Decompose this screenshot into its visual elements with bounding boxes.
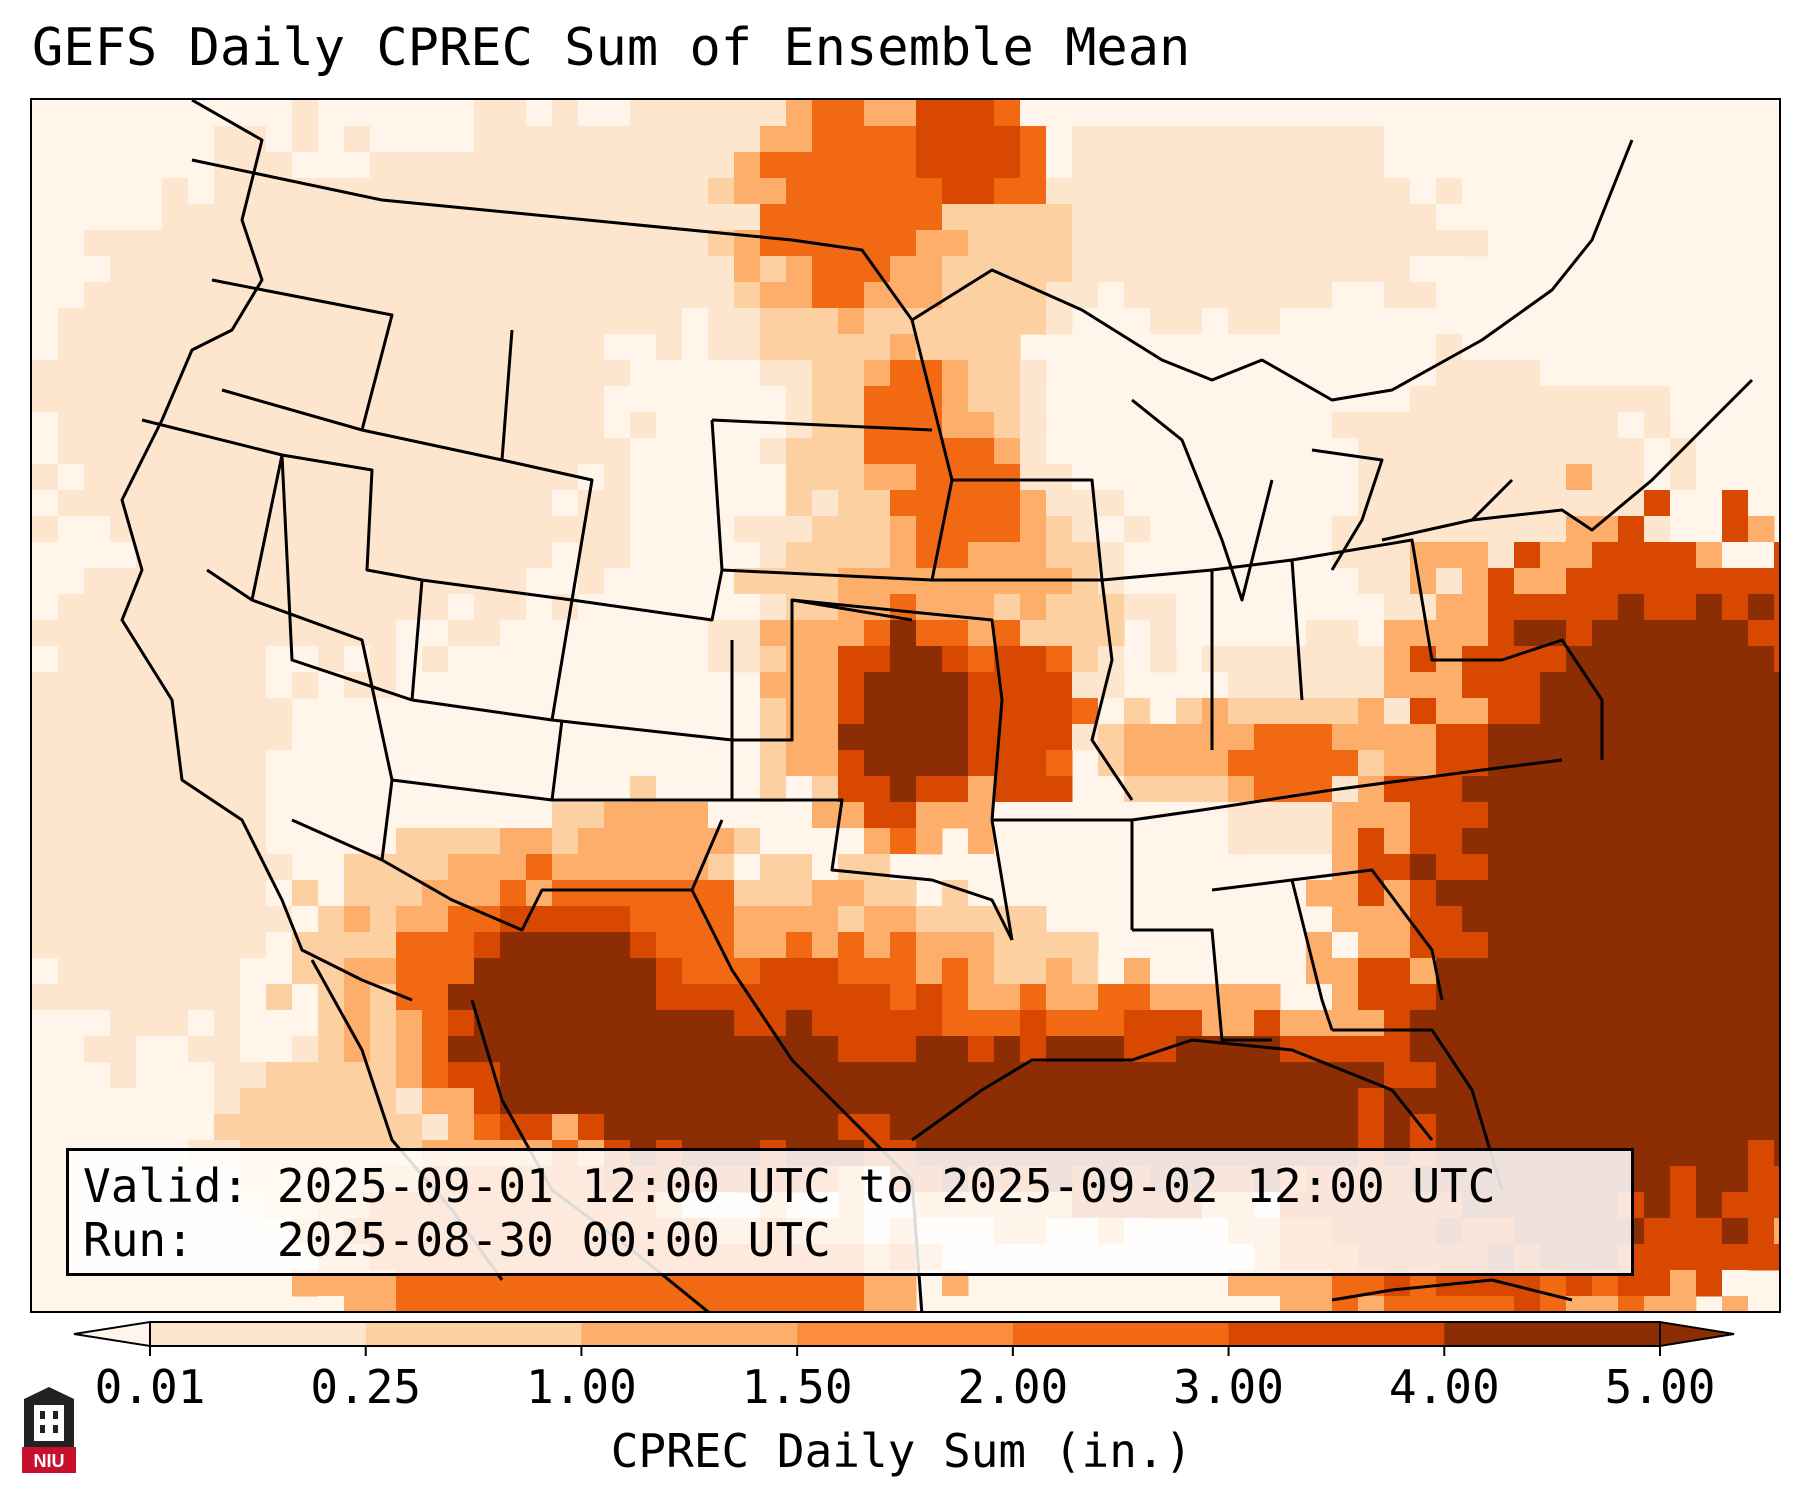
logo-text: NIU [34,1451,65,1471]
colorbar-segment [1444,1322,1661,1346]
border-line [911,1038,1434,1142]
run-value: 2025-08-30 00:00 UTC [276,1213,831,1267]
border-line [711,418,933,432]
colorbar-segment [150,1322,367,1346]
colorbar-tick-label: 2.00 [957,1360,1069,1414]
border-line [1471,378,1754,532]
border-line [120,100,413,1002]
colorbar-extend-left [73,1320,151,1348]
border-line [421,578,573,602]
colorbar-segment [581,1322,798,1346]
colorbar-segment [365,1322,582,1346]
colorbar-tick-label: 0.25 [310,1360,422,1414]
colorbar-tick-label: 1.00 [526,1360,637,1414]
border-line [732,598,913,742]
colorbar-segment [797,1322,1014,1346]
border-line [952,478,1104,581]
border-line [1132,928,1272,1042]
info-box: Valid: 2025-09-01 12:00 UTC to 2025-09-0… [66,1148,1634,1276]
border-line [1211,878,1334,1031]
run-label: Run: [83,1213,194,1267]
colorbar-tick-label: 5.00 [1604,1360,1716,1414]
border-line [501,419,724,622]
border-line [1291,868,1444,1001]
border-line [191,139,1634,402]
border-line [721,319,954,582]
valid-label: Valid: [83,1159,250,1213]
border-line [1501,638,1604,760]
border-line [551,718,733,742]
precip-shading [32,100,1779,1311]
border-line [381,819,724,932]
colorbar-labels: 0.01 0.25 1.00 1.50 2.00 3.00 4.00 5.00 [0,1360,1803,1420]
border-line [211,278,394,432]
colorbar-segment [1012,1322,1230,1346]
colorbar [73,1320,1735,1356]
colorbar-tick-label: 0.01 [94,1360,206,1414]
state-borders [120,100,1754,1311]
border-line [1332,1028,1504,1191]
border-line [932,578,1134,801]
map-canvas [32,100,1779,1311]
colorbar-segment [1228,1322,1445,1346]
niu-logo: NIU [22,1387,76,1473]
colorbar-tick-label: 1.50 [741,1360,853,1414]
border-line [1131,758,1563,822]
valid-value: 2025-09-01 12:00 UTC to 2025-09-02 12:00… [276,1159,1496,1213]
colorbar-outline [149,1321,1661,1347]
colorbar-extend-right [1659,1320,1735,1348]
colorbar-tick-label: 4.00 [1388,1360,1500,1414]
map-title: GEFS Daily CPREC Sum of Ensemble Mean [32,18,1191,78]
border-line [732,798,1014,941]
colorbar-tick-label: 3.00 [1173,1360,1284,1414]
border-line [141,418,284,602]
border-line [791,598,1014,941]
colorbar-title: CPREC Daily Sum (in.) [610,1424,1193,1478]
border-line [1331,1278,1573,1302]
border-line [1311,448,1384,571]
border-line [1131,398,1274,602]
precipitation-map [30,98,1781,1313]
border-line [1291,538,1502,662]
